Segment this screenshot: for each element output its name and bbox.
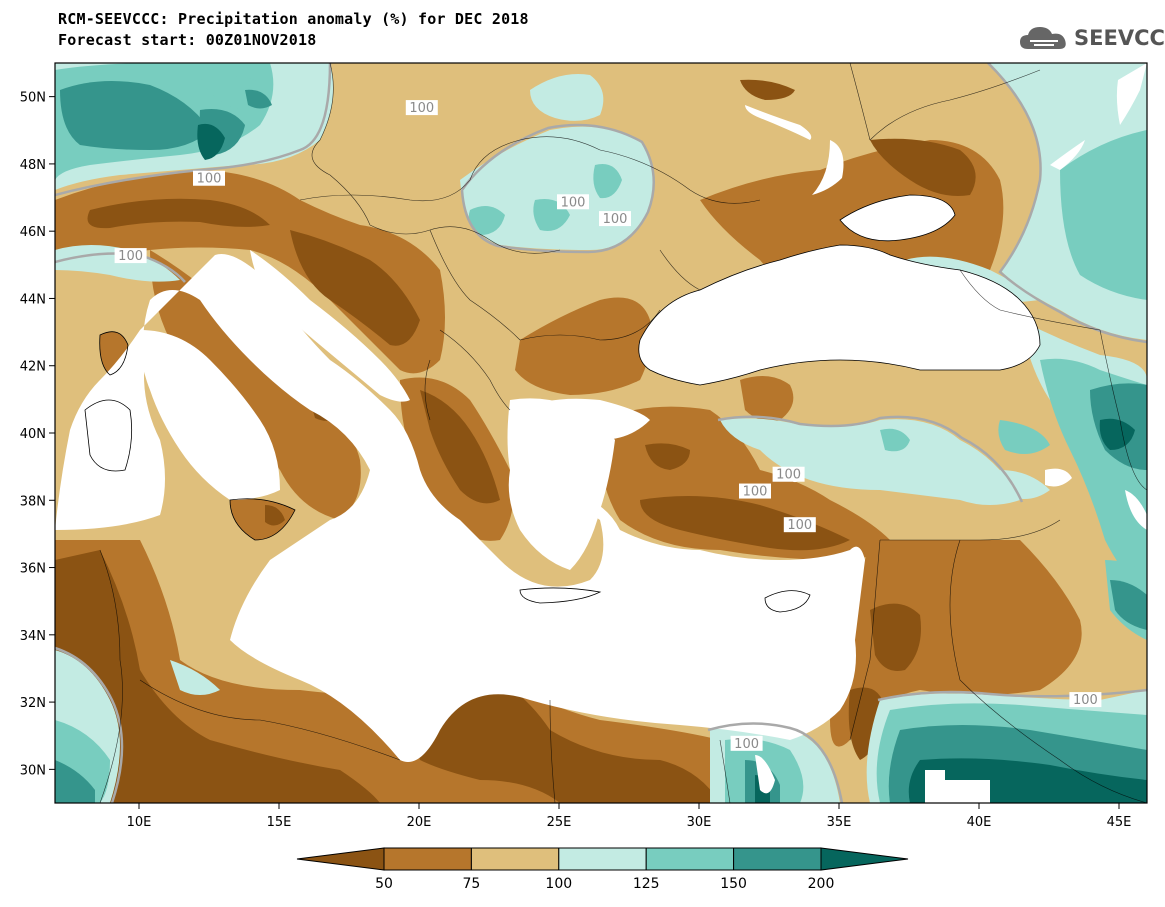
colorbar-level-label: 150 — [720, 876, 747, 892]
colorbar-swatch — [645, 847, 735, 871]
colorbar-level-label: 100 — [545, 876, 572, 892]
colorbar-swatch — [558, 847, 647, 871]
lat-tick-label: 34N — [20, 629, 46, 644]
lat-tick-label: 30N — [20, 763, 46, 778]
contour-label: 100 — [603, 212, 628, 227]
lon-tick-label: 15E — [267, 815, 292, 830]
seevccc-logo: SEEVCCC — [1018, 22, 1165, 54]
lat-tick-label: 42N — [20, 360, 46, 375]
lon-tick-label: 20E — [407, 815, 432, 830]
contour-100 — [55, 63, 1147, 803]
colorbar-level-label: 125 — [633, 876, 660, 892]
lat-tick-label: 48N — [20, 158, 46, 173]
contour-label: 100 — [787, 518, 812, 533]
lat-tick-label: 44N — [20, 292, 46, 307]
colorbar-swatch — [470, 847, 560, 871]
contour-label: 100 — [197, 172, 222, 187]
axis-ticks: 50N 48N 46N 44N 42N 40N 38N 36N 34N 32N 30N 10E 15E 2… — [20, 91, 1132, 830]
contour-label: 100 — [118, 249, 143, 264]
colorbar-swatch — [733, 847, 822, 871]
logo-text: SEEVCCC — [1074, 26, 1165, 50]
seas — [55, 63, 1147, 803]
colorbar-min-triangle — [296, 847, 385, 871]
contour-label-bg — [193, 170, 225, 186]
contour-label: 100 — [561, 195, 586, 210]
contour-label-bg — [599, 211, 631, 227]
lat-tick-label: 38N — [20, 494, 46, 509]
map-field — [55, 63, 1147, 803]
map-title: RCM-SEEVCCC: Precipitation anomaly (%) f… — [58, 10, 529, 28]
lat-tick-label: 36N — [20, 562, 46, 577]
contour-label: 100 — [776, 468, 801, 483]
contour-label: 100 — [734, 737, 759, 752]
contour-label-bg — [1069, 692, 1102, 708]
cloud-icon — [1020, 27, 1066, 49]
forecast-start: Forecast start: 00Z01NOV2018 — [58, 31, 317, 49]
colorbar-level-label: 75 — [462, 876, 480, 892]
coastlines — [84, 194, 1041, 613]
colorbar-level-label: 200 — [808, 876, 835, 892]
colorbar-swatch — [383, 847, 472, 871]
lat-tick-label: 40N — [20, 427, 46, 442]
contour-label-bg — [114, 248, 147, 264]
lon-tick-label: 40E — [967, 815, 992, 830]
lon-tick-label: 45E — [1107, 815, 1132, 830]
contour-label-bg — [557, 194, 589, 210]
lat-tick-label: 50N — [20, 91, 46, 106]
contour-label: 100 — [409, 101, 434, 116]
lon-tick-label: 25E — [547, 815, 572, 830]
contour-labels: 100 100 100 100 100 100 100 100 100 100 — [114, 100, 1102, 752]
lon-tick-label: 35E — [827, 815, 852, 830]
lon-tick-label: 10E — [127, 815, 152, 830]
contour-label-bg — [405, 100, 438, 116]
contour-label-bg — [739, 483, 771, 499]
colorbar-max-triangle — [820, 847, 909, 871]
contour-label-bg — [772, 466, 805, 482]
contour-label-bg — [783, 517, 816, 533]
lon-tick-label: 30E — [687, 815, 712, 830]
lat-tick-label: 46N — [20, 225, 46, 240]
anomaly-below-50 — [55, 79, 976, 803]
country-borders — [99, 63, 1147, 803]
contour-label-bg — [730, 735, 763, 751]
colorbar: 50 75 100 125 150 200 — [296, 847, 909, 892]
contour-label: 100 — [743, 485, 768, 500]
lat-tick-label: 32N — [20, 696, 46, 711]
contour-label: 100 — [1073, 693, 1098, 708]
colorbar-level-label: 50 — [375, 876, 393, 892]
